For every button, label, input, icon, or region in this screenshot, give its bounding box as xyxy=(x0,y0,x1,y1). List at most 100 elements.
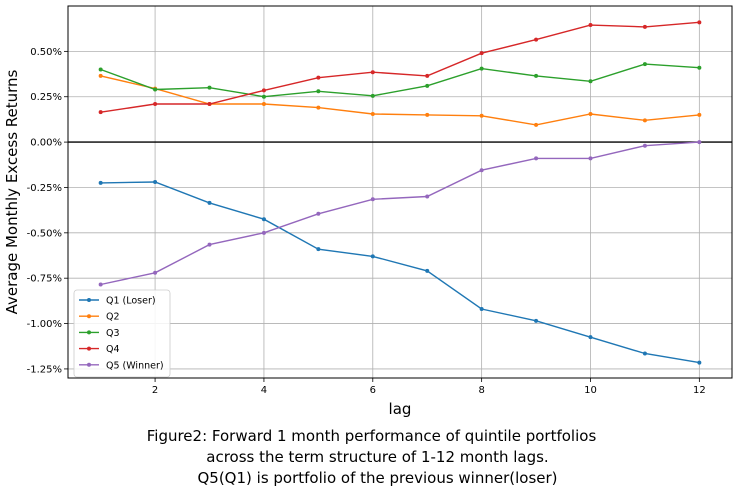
data-point xyxy=(425,194,430,199)
data-point xyxy=(697,112,702,117)
legend-item: Q2 xyxy=(79,312,120,323)
data-point xyxy=(98,67,103,72)
data-point xyxy=(261,101,266,106)
data-point xyxy=(534,37,539,42)
legend-label: Q4 xyxy=(106,344,120,355)
legend-item: Q5 (Winner) xyxy=(79,360,164,371)
series-3 xyxy=(98,62,702,99)
data-point xyxy=(316,89,321,94)
data-point xyxy=(588,156,593,161)
series-4 xyxy=(98,20,702,115)
legend-marker xyxy=(87,330,91,335)
data-point xyxy=(479,51,484,56)
legend-item: Q4 xyxy=(79,344,120,355)
data-point xyxy=(642,62,647,67)
data-point xyxy=(207,242,212,247)
series-line xyxy=(100,63,700,98)
legend-item: Q3 xyxy=(79,328,120,339)
plot-area-frame xyxy=(67,5,733,379)
data-point xyxy=(425,112,430,117)
data-point xyxy=(370,254,375,259)
data-point xyxy=(261,230,266,235)
data-point xyxy=(425,83,430,88)
data-point xyxy=(642,351,647,356)
data-point xyxy=(479,307,484,312)
data-point xyxy=(153,270,158,275)
line-chart: 2 4 6 8 10 12 -1.25% -1.00% -0.75% -0.50% -0.25% 0.… xyxy=(3,5,733,418)
legend-marker xyxy=(87,314,91,319)
series-line xyxy=(100,181,700,364)
data-point xyxy=(98,180,103,185)
series-2 xyxy=(98,73,702,127)
figure-caption: Figure2: Forward 1 month performance of … xyxy=(0,426,743,489)
series-1 xyxy=(98,180,702,365)
legend-item: Q1 (Loser) xyxy=(79,296,156,307)
series-layer xyxy=(98,20,702,365)
legend-label: Q2 xyxy=(106,312,120,323)
data-point xyxy=(370,197,375,202)
data-point xyxy=(370,70,375,75)
series-line xyxy=(100,75,700,126)
data-point xyxy=(153,87,158,92)
data-point xyxy=(316,247,321,252)
data-point xyxy=(588,335,593,340)
data-point xyxy=(642,24,647,29)
legend-marker xyxy=(87,346,91,351)
data-point xyxy=(316,105,321,110)
legend-label: Q1 (Loser) xyxy=(106,296,156,307)
y-tick-label: 0.50% xyxy=(30,47,62,58)
data-point xyxy=(207,85,212,90)
data-point xyxy=(261,94,266,99)
data-point xyxy=(697,65,702,70)
series-line xyxy=(100,21,700,113)
data-point xyxy=(588,111,593,116)
legend-box xyxy=(73,289,171,378)
data-point xyxy=(425,73,430,78)
data-point xyxy=(534,318,539,323)
legend-label: Q5 (Winner) xyxy=(106,360,164,371)
data-point xyxy=(534,73,539,78)
data-point xyxy=(98,73,103,78)
data-point xyxy=(479,113,484,118)
series-line xyxy=(100,141,700,286)
y-tick-label: -0.25% xyxy=(27,183,62,194)
y-tick-label: -1.25% xyxy=(27,364,62,375)
data-point xyxy=(534,156,539,161)
data-point xyxy=(642,143,647,148)
y-tick-label: -0.50% xyxy=(27,228,62,239)
data-point xyxy=(207,200,212,205)
x-axis-title: lag xyxy=(389,400,412,418)
y-axis-title: Average Monthly Excess Returns xyxy=(3,69,21,314)
data-point xyxy=(370,111,375,116)
y-tick-label: 0.25% xyxy=(30,92,62,103)
x-tick-label: 2 xyxy=(152,385,158,396)
data-point xyxy=(261,217,266,222)
data-point xyxy=(370,93,375,98)
data-point xyxy=(98,110,103,115)
legend-label: Q3 xyxy=(106,328,120,339)
caption-line-1: Figure2: Forward 1 month performance of … xyxy=(146,427,597,445)
caption-line-2: across the term structure of 1-12 month … xyxy=(206,448,549,466)
data-point xyxy=(425,268,430,273)
data-point xyxy=(153,101,158,106)
data-point xyxy=(316,211,321,216)
x-tick-label: 4 xyxy=(261,385,267,396)
series-5 xyxy=(98,140,702,287)
data-point xyxy=(261,88,266,93)
data-point xyxy=(588,23,593,28)
axis-ticks: 2 4 6 8 10 12 -1.25% -1.00% -0.75% -0.50% -0.25% 0.… xyxy=(27,47,706,396)
data-point xyxy=(479,168,484,173)
x-tick-label: 10 xyxy=(584,385,597,396)
legend-marker xyxy=(87,298,91,302)
caption-line-3: Q5(Q1) is portfolio of the previous winn… xyxy=(197,469,558,487)
data-point xyxy=(534,122,539,127)
legend-marker xyxy=(87,362,91,367)
y-tick-label: -0.75% xyxy=(27,274,62,285)
data-point xyxy=(697,20,702,25)
data-point xyxy=(697,140,702,145)
data-point xyxy=(642,118,647,123)
x-tick-label: 12 xyxy=(693,385,706,396)
data-point xyxy=(479,66,484,71)
legend: Q1 (Loser) Q2 Q3 Q4 Q5 (Winner) xyxy=(73,289,171,378)
x-tick-label: 8 xyxy=(478,385,484,396)
